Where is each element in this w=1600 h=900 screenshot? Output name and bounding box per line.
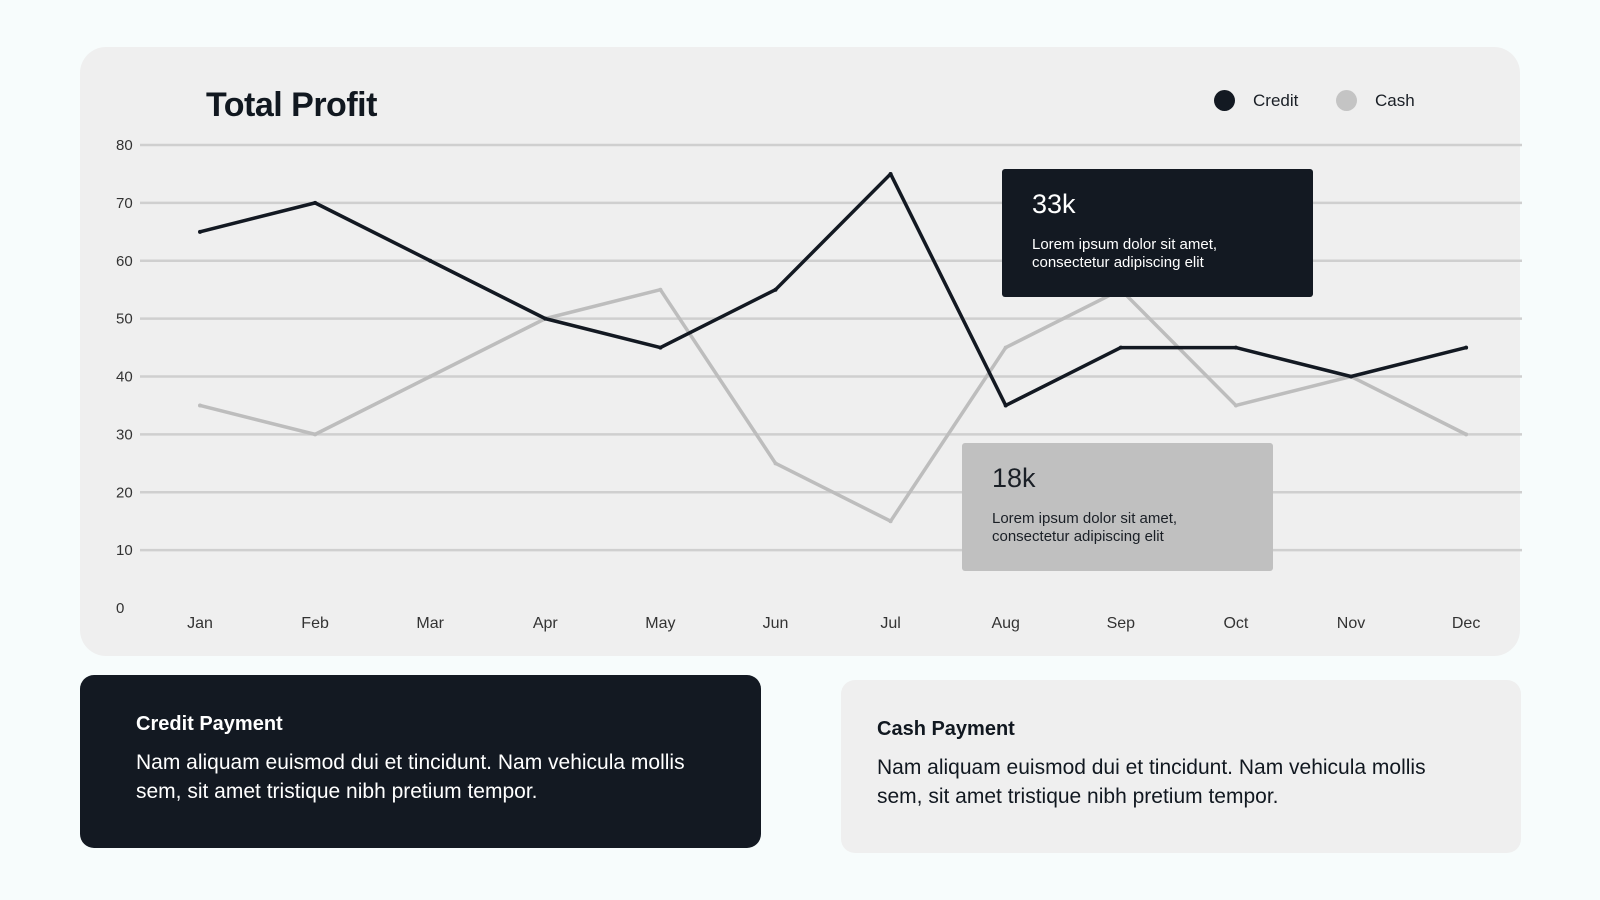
- x-tick-label: Aug: [991, 615, 1019, 632]
- data-point-credit: [543, 316, 548, 321]
- y-tick-label: 10: [116, 542, 133, 559]
- credit-payment-text: Nam aliquam euismod dui et tincidunt. Na…: [136, 751, 685, 803]
- cash-payment-text: Nam aliquam euismod dui et tincidunt. Na…: [877, 756, 1426, 808]
- x-tick-label: Jan: [187, 615, 213, 632]
- cash-payment-card: Cash Payment Nam aliquam euismod dui et …: [841, 680, 1521, 853]
- data-point-credit: [1003, 403, 1008, 408]
- tooltip-credit-text: Lorem ipsum dolor sit amet, consectetur …: [1032, 236, 1218, 271]
- y-tick-label: 40: [116, 369, 133, 386]
- legend-swatch-cash: [1336, 90, 1357, 111]
- x-tick-label: Apr: [533, 615, 559, 632]
- series-line-cash: [198, 287, 1468, 523]
- x-tick-label: Dec: [1452, 615, 1480, 632]
- tooltip-credit: 33k Lorem ipsum dolor sit amet, consecte…: [1002, 169, 1313, 297]
- credit-payment-card: Credit Payment Nam aliquam euismod dui e…: [80, 675, 761, 848]
- data-point-credit: [1464, 345, 1469, 350]
- data-point-credit: [658, 345, 663, 350]
- data-point-cash: [1003, 345, 1008, 350]
- legend-item-credit: Credit: [1214, 90, 1298, 111]
- data-point-credit: [313, 200, 318, 205]
- data-point-cash: [888, 519, 893, 524]
- data-point-cash: [1233, 403, 1238, 408]
- data-point-cash: [658, 287, 663, 292]
- data-point-cash: [1464, 432, 1469, 437]
- chart-card: [80, 47, 1520, 656]
- legend-swatch-credit: [1214, 90, 1235, 111]
- tooltip-cash: 18k Lorem ipsum dolor sit amet, consecte…: [962, 443, 1273, 571]
- data-point-credit: [198, 229, 202, 234]
- y-tick-label: 50: [116, 311, 133, 328]
- x-tick-label: Jun: [763, 615, 789, 632]
- x-tick-label: Feb: [301, 615, 329, 632]
- credit-payment-title: Credit Payment: [136, 713, 283, 735]
- y-tick-label: 70: [116, 195, 133, 212]
- legend-label-credit: Credit: [1253, 90, 1299, 110]
- chart-title: Total Profit: [206, 86, 377, 124]
- data-point-cash: [773, 461, 778, 466]
- data-point-credit: [888, 171, 893, 176]
- data-point-credit: [1349, 374, 1353, 379]
- y-tick-label: 20: [116, 484, 133, 501]
- legend-item-cash: Cash: [1336, 90, 1415, 111]
- data-point-cash: [198, 403, 202, 408]
- y-tick-label: 0: [116, 600, 124, 617]
- y-tick-label: 80: [116, 137, 133, 154]
- legend-label-cash: Cash: [1375, 90, 1415, 110]
- data-point-credit: [773, 287, 778, 292]
- tooltip-cash-value: 18k: [992, 463, 1036, 493]
- data-point-cash: [313, 432, 318, 437]
- y-tick-label: 30: [116, 426, 133, 443]
- tooltip-credit-value: 33k: [1032, 189, 1076, 219]
- tooltip-cash-text: Lorem ipsum dolor sit amet, consectetur …: [992, 510, 1178, 545]
- y-tick-label: 60: [116, 253, 133, 270]
- x-tick-label: Nov: [1337, 615, 1365, 632]
- x-tick-label: Sep: [1107, 615, 1136, 632]
- x-tick-label: Jul: [880, 615, 900, 632]
- data-point-credit: [428, 258, 433, 263]
- data-point-cash: [428, 374, 433, 379]
- series-line-credit: [198, 172, 1468, 408]
- data-point-credit: [1118, 345, 1123, 350]
- data-point-credit: [1233, 345, 1238, 350]
- x-tick-label: May: [645, 615, 675, 632]
- cash-payment-title: Cash Payment: [877, 718, 1015, 740]
- x-tick-label: Oct: [1223, 615, 1248, 632]
- x-tick-label: Mar: [416, 615, 444, 632]
